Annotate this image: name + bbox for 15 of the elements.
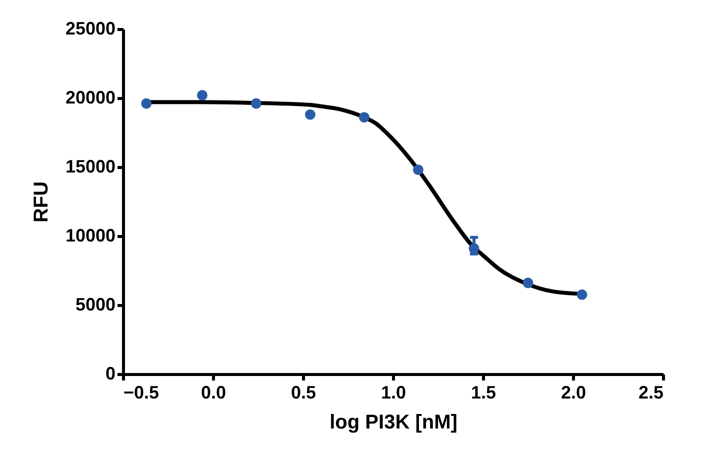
y-tick-label: 10000 xyxy=(65,226,116,246)
x-axis-title: log PI3K [nM] xyxy=(330,412,458,434)
x-tick-label: 0.5 xyxy=(290,382,316,402)
y-tick-label: 20000 xyxy=(65,88,116,108)
x-tick-label: 1.0 xyxy=(380,382,406,402)
x-tick-label: 2.5 xyxy=(638,382,664,402)
x-tick-label: 0.0 xyxy=(200,382,226,402)
x-tick-label: 2.0 xyxy=(560,382,586,402)
x-tick-label: 1.5 xyxy=(470,382,496,402)
y-tick-label: 0 xyxy=(105,364,116,384)
x-tick-label: −0.5 xyxy=(124,382,160,402)
y-axis-title: RFU xyxy=(30,181,52,223)
y-tick-label: 5000 xyxy=(75,294,116,314)
y-tick-label: 25000 xyxy=(65,18,116,38)
y-tick-label: 15000 xyxy=(65,156,116,176)
